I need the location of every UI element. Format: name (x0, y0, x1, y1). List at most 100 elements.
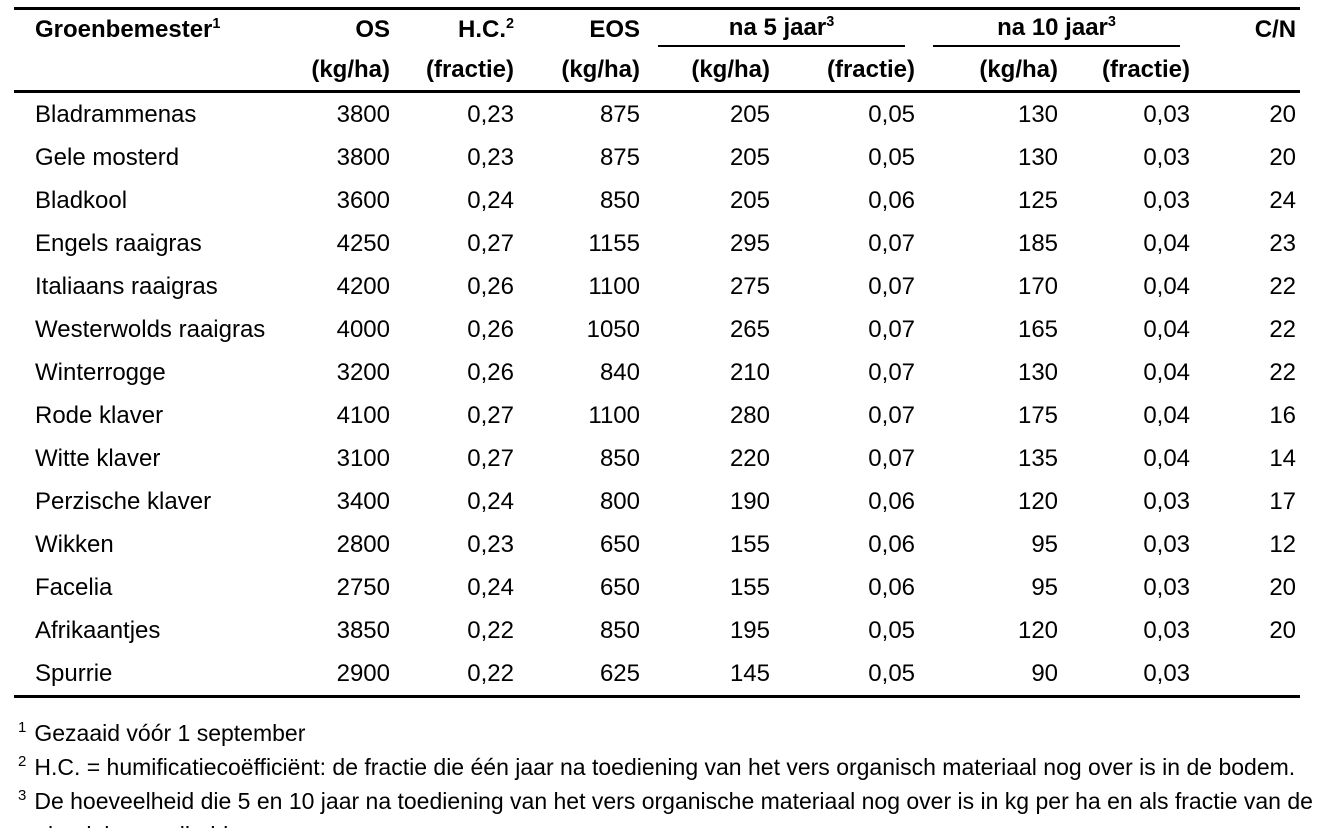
header-unit-na10-kg: (kg/ha) (919, 50, 1063, 93)
cell-os: 2750 (336, 573, 390, 601)
cell-cn: 12 (1269, 530, 1297, 558)
table-row: Rode klaver 4100 0,27 1100 280 0,07 175 … (14, 394, 1300, 437)
footnote-1-text: Gezaaid vóór 1 september (34, 720, 306, 746)
cell-na10-kg: 90 (1031, 659, 1059, 687)
cell-na5-fractie: 0,07 (868, 444, 916, 472)
header-os: OS (355, 16, 390, 43)
cell-hc: 0,26 (467, 272, 514, 300)
cell-na5-fractie: 0,07 (868, 272, 916, 300)
cell-groenbemester: Facelia (35, 573, 113, 601)
cell-na5-kg: 295 (729, 229, 770, 257)
cell-eos: 1100 (588, 272, 640, 300)
table-header: Groenbemester1 OS H.C.2 EOS na 5 jaar3 n… (14, 9, 1301, 93)
cell-na5-fractie: 0,07 (868, 229, 916, 257)
cell-groenbemester: Bladrammenas (35, 100, 197, 128)
header-hc-label: H.C. (457, 16, 506, 43)
cell-na5-fractie: 0,06 (868, 487, 916, 515)
footnotes: 1 Gezaaid vóór 1 september 2 H.C. = humifi… (18, 716, 1316, 828)
cell-cn: 17 (1269, 487, 1297, 515)
header-unit-na10-fr: (fractie) (1062, 50, 1195, 93)
cell-na10-fractie: 0,04 (1143, 315, 1191, 343)
cell-os: 3850 (336, 616, 390, 644)
cell-groenbemester: Westerwolds raaigras (35, 315, 266, 343)
cell-na10-kg: 165 (1017, 315, 1059, 343)
cell-na10-kg: 95 (1031, 530, 1059, 558)
cell-hc: 0,27 (467, 401, 514, 429)
cell-na5-kg: 205 (729, 100, 770, 128)
cell-groenbemester: Italiaans raaigras (35, 272, 218, 300)
cell-na5-kg: 145 (729, 659, 770, 687)
footnote-2: 2 H.C. = humificatiecoëfficiënt: de fract… (18, 750, 1316, 784)
cell-na10-fractie: 0,04 (1143, 444, 1191, 472)
header-group-na10-underline: na 10 jaar3 (933, 13, 1181, 47)
cell-na10-fractie: 0,04 (1143, 229, 1191, 257)
cell-na5-fractie: 0,06 (868, 186, 916, 214)
cell-na10-kg: 130 (1017, 143, 1059, 171)
table-row: Gele mosterd 3800 0,23 875 205 0,05 130 … (14, 136, 1300, 179)
cell-cn (1194, 652, 1300, 697)
cell-groenbemester: Witte klaver (35, 444, 161, 472)
cell-na5-fractie: 0,06 (868, 573, 916, 601)
cell-na10-kg: 125 (1017, 186, 1059, 214)
cell-na10-fractie: 0,03 (1143, 616, 1191, 644)
header-unit-os: (kg/ha) (264, 50, 394, 93)
cell-na10-fractie: 0,03 (1143, 530, 1191, 558)
cell-os: 3800 (336, 143, 390, 171)
cell-na5-kg: 275 (729, 272, 770, 300)
cell-hc: 0,23 (467, 100, 514, 128)
footnote-3-text: De hoeveelheid die 5 en 10 jaar na toedi… (34, 788, 1313, 828)
cell-groenbemester: Rode klaver (35, 401, 164, 429)
cell-os: 4000 (336, 315, 390, 343)
table-row: Spurrie 2900 0,22 625 145 0,05 90 0,03 (14, 652, 1300, 697)
cell-eos: 625 (599, 659, 640, 687)
cell-hc: 0,23 (467, 530, 514, 558)
cell-eos: 850 (599, 186, 640, 214)
cell-na5-fractie: 0,07 (868, 358, 916, 386)
header-groenbemester: Groenbemester1 (14, 9, 264, 51)
cell-eos: 1050 (586, 315, 640, 343)
cell-na10-fractie: 0,04 (1143, 272, 1191, 300)
cell-na5-fractie: 0,05 (868, 616, 916, 644)
table-row: Winterrogge 3200 0,26 840 210 0,07 130 0… (14, 351, 1300, 394)
cell-na10-fractie: 0,03 (1143, 100, 1191, 128)
cell-cn: 24 (1269, 186, 1297, 214)
footnote-1-marker: 1 (18, 719, 27, 737)
footnote-1: 1 Gezaaid vóór 1 september (18, 716, 1316, 750)
table-row: Perzische klaver 3400 0,24 800 190 0,06 … (14, 480, 1300, 523)
footnote-2-marker: 2 (18, 753, 27, 771)
footnote-ref-3: 3 (826, 13, 835, 30)
table-row: Witte klaver 3100 0,27 850 220 0,07 135 … (14, 437, 1300, 480)
cell-cn: 23 (1269, 229, 1297, 257)
table-row: Westerwolds raaigras 4000 0,26 1050 265 … (14, 308, 1300, 351)
cell-hc: 0,24 (467, 186, 514, 214)
cell-eos: 840 (599, 358, 640, 386)
footnote-ref-3: 3 (1107, 13, 1116, 30)
table-row: Engels raaigras 4250 0,27 1155 295 0,07 … (14, 222, 1300, 265)
cell-na10-fractie: 0,03 (1143, 143, 1191, 171)
cell-na10-kg: 120 (1017, 487, 1059, 515)
cell-cn: 14 (1269, 444, 1297, 472)
cell-eos: 875 (599, 143, 640, 171)
cell-cn: 22 (1269, 358, 1297, 386)
cell-na10-kg: 95 (1031, 573, 1059, 601)
footnote-3-marker: 3 (18, 787, 27, 805)
groenbemester-table: Groenbemester1 OS H.C.2 EOS na 5 jaar3 n… (14, 7, 1301, 698)
cell-cn: 20 (1269, 573, 1297, 601)
cell-hc: 0,26 (467, 315, 514, 343)
cell-cn: 20 (1269, 100, 1297, 128)
cell-na10-fractie: 0,04 (1143, 401, 1191, 429)
cell-na5-kg: 155 (729, 573, 770, 601)
header-hc: H.C.2 (394, 9, 518, 51)
table-row: Afrikaantjes 3850 0,22 850 195 0,05 120 … (14, 609, 1300, 652)
cell-na5-fractie: 0,05 (868, 100, 916, 128)
header-unit-na5-kg: (kg/ha) (644, 50, 774, 93)
cell-os: 3400 (336, 487, 390, 515)
cell-na5-kg: 210 (729, 358, 770, 386)
cell-eos: 1100 (588, 401, 640, 429)
header-cn: C/N (1254, 16, 1297, 43)
header-group-na5-underline: na 5 jaar3 (658, 13, 906, 47)
header-group-na10: na 10 jaar3 (919, 9, 1194, 51)
cell-cn: 20 (1269, 616, 1297, 644)
cell-na5-kg: 190 (729, 487, 770, 515)
cell-na5-kg: 205 (729, 143, 770, 171)
